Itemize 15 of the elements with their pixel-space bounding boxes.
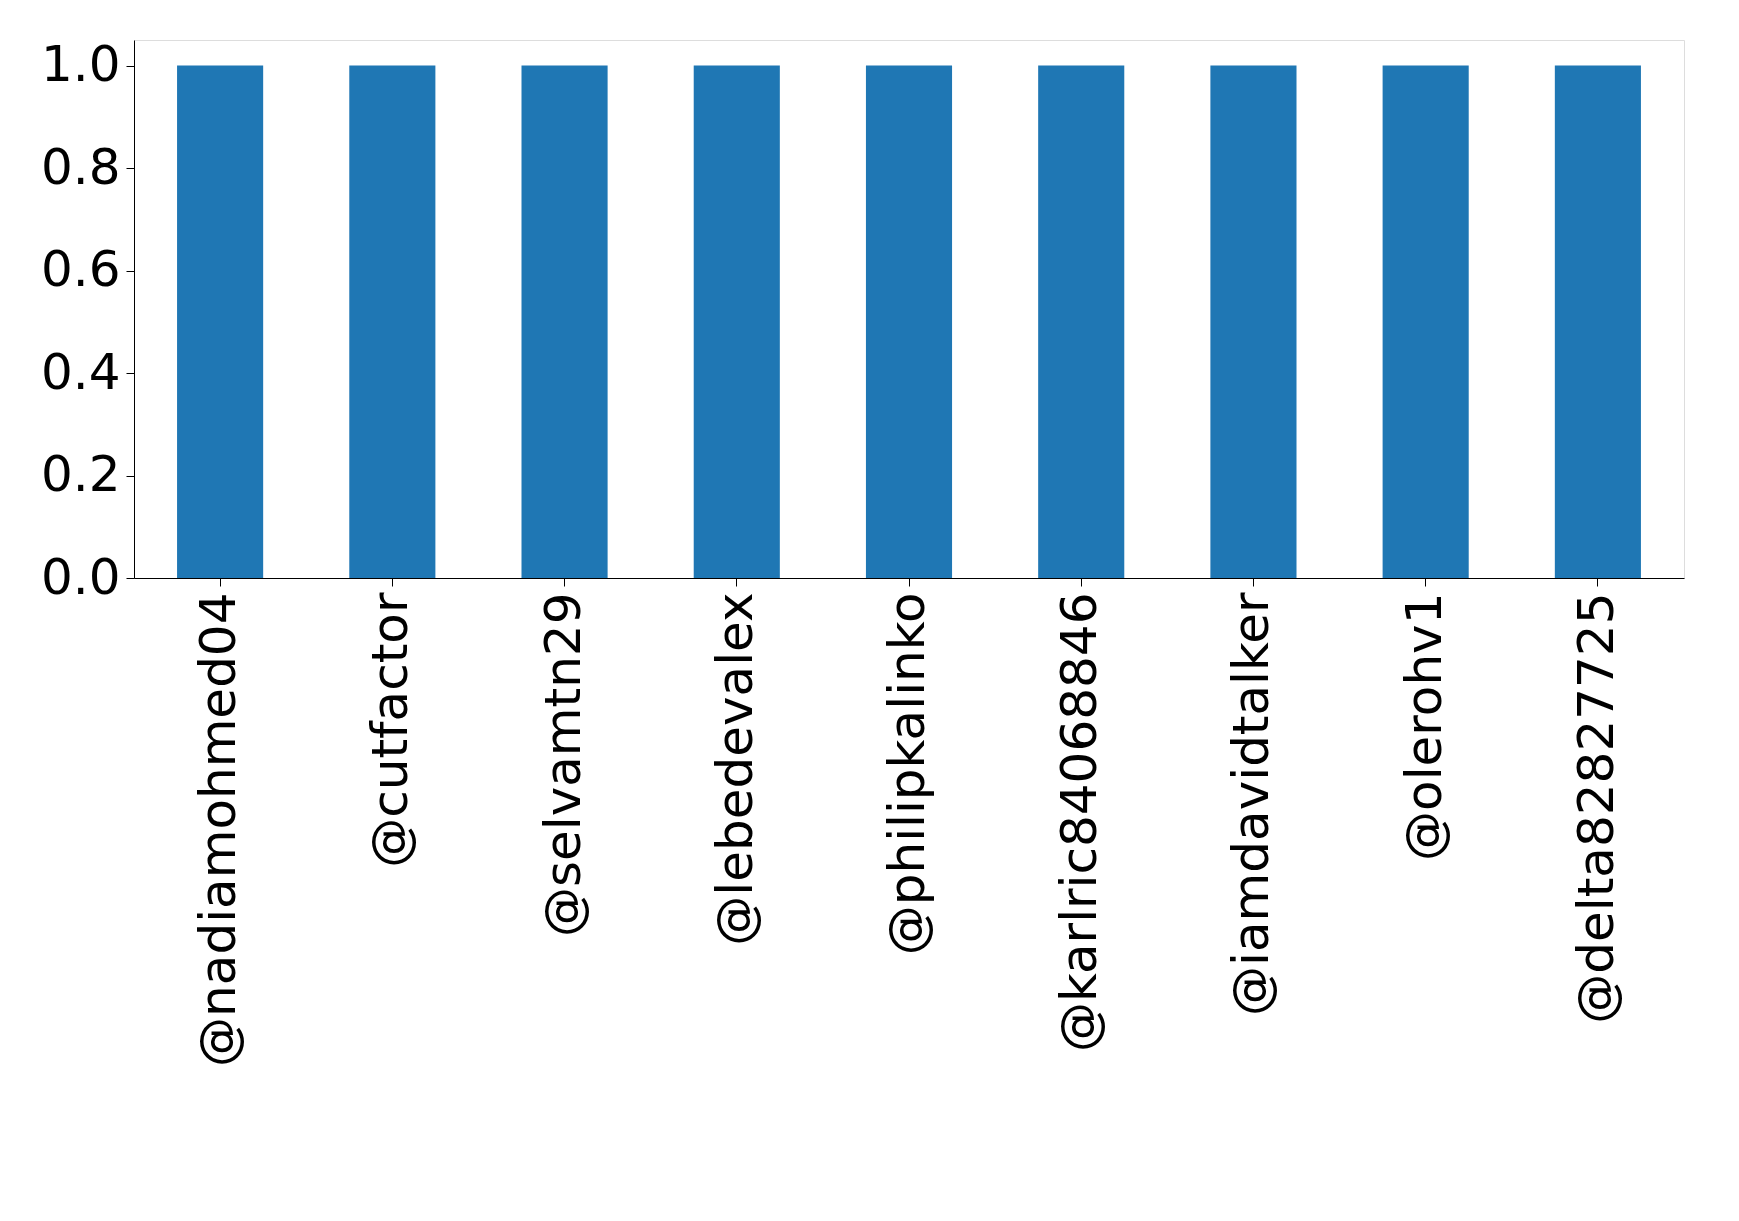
x-tick-label: @nadiamohmed04: [189, 592, 248, 1067]
y-tick-label: 1.0: [40, 35, 121, 94]
x-tick-label: @olerohv1: [1394, 592, 1453, 861]
x-tick-label: @delta82827725: [1566, 592, 1625, 1024]
x-tick-label: @karlric84068846: [1050, 592, 1109, 1053]
x-tick-label: @philipkalinko: [878, 592, 936, 956]
x-tick-label: @cutfactor: [361, 592, 420, 868]
y-tick-label: 0.0: [40, 547, 121, 606]
x-tick-label: @selvamtn29: [533, 592, 592, 938]
x-tick-label: @lebedevalex: [705, 592, 764, 946]
y-tick-label: 0.4: [40, 342, 121, 401]
x-tick-label: @iamdavidtalker: [1222, 592, 1281, 1016]
y-tick-label: 0.6: [40, 240, 121, 299]
y-tick-label: 0.8: [40, 137, 121, 196]
y-tick-label: 0.2: [40, 445, 121, 504]
